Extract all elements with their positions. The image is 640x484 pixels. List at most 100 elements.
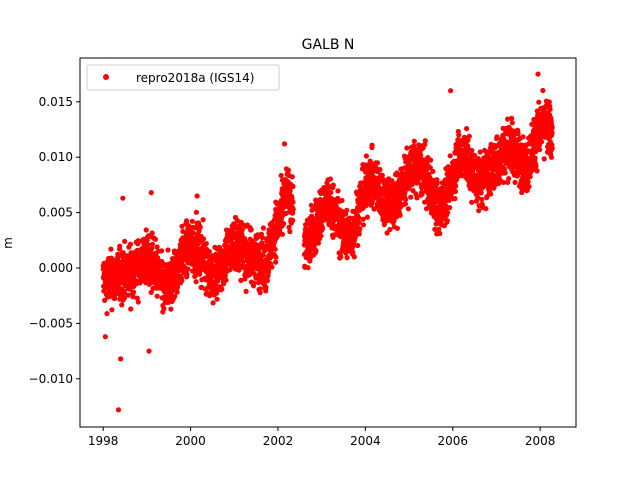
data-point bbox=[479, 196, 485, 202]
data-point bbox=[286, 224, 292, 230]
data-point bbox=[121, 295, 127, 301]
data-point bbox=[256, 250, 262, 256]
data-point bbox=[500, 179, 507, 185]
data-point bbox=[536, 99, 542, 105]
data-point bbox=[527, 174, 533, 180]
data-point bbox=[161, 306, 167, 312]
data-point bbox=[413, 191, 419, 197]
y-axis-label: m bbox=[1, 237, 15, 249]
data-point bbox=[223, 277, 229, 283]
data-point bbox=[179, 278, 185, 284]
data-point bbox=[422, 141, 428, 148]
data-point bbox=[404, 145, 410, 151]
data-point bbox=[355, 242, 361, 249]
data-point bbox=[108, 246, 114, 252]
y-tick-label: −0.005 bbox=[29, 316, 73, 330]
data-point bbox=[290, 199, 296, 205]
data-point bbox=[364, 214, 370, 220]
data-point bbox=[285, 167, 291, 173]
data-point bbox=[222, 273, 228, 279]
data-point bbox=[394, 225, 400, 231]
data-point bbox=[408, 194, 414, 200]
data-point bbox=[119, 302, 125, 308]
data-point bbox=[193, 209, 199, 215]
data-point bbox=[433, 185, 439, 191]
outlier-point bbox=[115, 407, 122, 413]
data-point bbox=[351, 254, 357, 260]
data-point bbox=[185, 266, 191, 272]
x-tick-label: 2000 bbox=[175, 434, 206, 448]
data-point bbox=[246, 272, 253, 278]
data-point bbox=[256, 245, 263, 251]
data-point bbox=[476, 208, 482, 214]
data-point bbox=[418, 152, 424, 158]
data-point bbox=[174, 284, 181, 290]
data-point bbox=[505, 116, 511, 122]
data-point bbox=[159, 248, 165, 254]
y-tick-label: 0.010 bbox=[39, 150, 73, 164]
chart-title: GALB N bbox=[302, 37, 355, 53]
legend-marker bbox=[103, 74, 109, 80]
data-point bbox=[330, 182, 336, 188]
data-point bbox=[230, 230, 236, 236]
data-point bbox=[494, 134, 500, 140]
data-point bbox=[488, 191, 494, 197]
data-point bbox=[432, 226, 438, 232]
data-point bbox=[260, 252, 266, 258]
data-point bbox=[466, 133, 472, 139]
data-point bbox=[419, 191, 425, 197]
data-point bbox=[397, 212, 403, 218]
data-point bbox=[240, 259, 246, 265]
data-point bbox=[309, 207, 315, 213]
data-point bbox=[549, 125, 555, 131]
data-point bbox=[257, 286, 263, 292]
data-point bbox=[509, 120, 515, 126]
x-tick-label: 2008 bbox=[525, 434, 556, 448]
data-point bbox=[149, 245, 155, 252]
data-point bbox=[506, 176, 512, 182]
data-point bbox=[387, 226, 393, 233]
data-point bbox=[315, 240, 321, 246]
data-point bbox=[200, 217, 206, 223]
data-point bbox=[538, 139, 545, 145]
outlier-point bbox=[194, 193, 200, 199]
data-point bbox=[384, 230, 390, 236]
data-point bbox=[259, 234, 265, 241]
plot-area bbox=[100, 71, 555, 413]
data-point bbox=[436, 226, 442, 232]
data-point bbox=[319, 225, 326, 231]
data-point bbox=[366, 193, 373, 199]
data-point bbox=[360, 222, 366, 228]
data-point bbox=[109, 307, 115, 313]
data-point bbox=[279, 231, 286, 237]
outlier-point bbox=[447, 88, 454, 94]
data-point bbox=[189, 218, 195, 224]
data-point bbox=[318, 233, 324, 239]
data-point bbox=[427, 175, 433, 181]
data-point bbox=[501, 132, 507, 138]
data-point bbox=[278, 172, 284, 179]
data-point bbox=[537, 147, 543, 153]
data-point bbox=[509, 115, 515, 121]
data-point bbox=[143, 227, 149, 233]
data-point bbox=[502, 170, 508, 176]
x-tick-label: 2004 bbox=[350, 434, 381, 448]
data-point bbox=[526, 184, 532, 190]
data-point bbox=[427, 165, 433, 171]
data-point bbox=[313, 248, 319, 255]
data-point bbox=[343, 250, 349, 256]
data-point bbox=[184, 271, 190, 277]
data-point bbox=[203, 241, 209, 247]
data-point bbox=[102, 297, 108, 303]
data-point bbox=[344, 255, 350, 261]
data-point bbox=[328, 190, 334, 196]
data-point bbox=[214, 296, 220, 302]
data-point bbox=[287, 188, 293, 194]
data-point bbox=[134, 247, 140, 253]
data-point bbox=[145, 242, 151, 248]
data-point bbox=[411, 138, 417, 144]
data-point bbox=[477, 149, 483, 155]
data-point bbox=[148, 289, 154, 295]
data-point bbox=[125, 292, 131, 298]
data-point bbox=[471, 152, 478, 158]
